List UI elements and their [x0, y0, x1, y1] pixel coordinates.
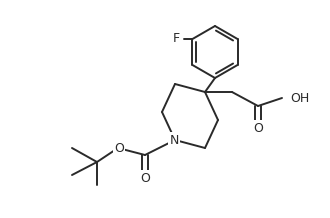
Text: O: O	[140, 172, 150, 184]
Text: N: N	[169, 133, 179, 146]
Text: O: O	[114, 141, 124, 155]
Text: OH: OH	[290, 92, 309, 104]
Text: O: O	[253, 121, 263, 135]
Text: F: F	[173, 32, 180, 46]
